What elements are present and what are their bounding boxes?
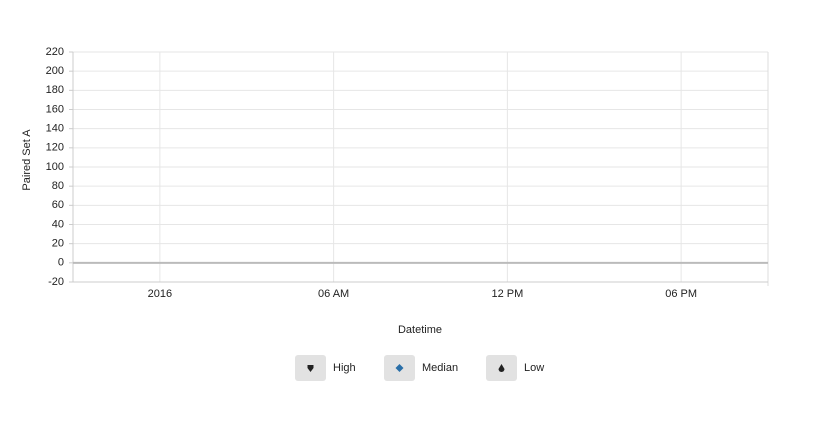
legend-label: High (333, 362, 356, 374)
y-tick-label: -20 (48, 276, 64, 288)
y-tick-label: 180 (46, 84, 64, 96)
legend-item[interactable]: Median (384, 355, 458, 381)
legend-item[interactable]: High (295, 355, 356, 381)
y-tick-label: 120 (46, 142, 64, 154)
legend-label: Low (524, 362, 544, 374)
y-tick-label: 140 (46, 123, 64, 135)
y-tick-label: 20 (52, 238, 64, 250)
x-tick-label: 06 AM (318, 288, 349, 300)
x-tick-label: 12 PM (491, 288, 523, 300)
y-tick-label: 0 (58, 257, 64, 269)
legend-item[interactable]: Low (486, 355, 544, 381)
legend-label: Median (422, 362, 458, 374)
y-tick-label: 200 (46, 65, 64, 77)
legend-marker (498, 364, 505, 372)
y-tick-label: 60 (52, 199, 64, 211)
y-tick-label: 40 (52, 218, 64, 230)
x-axis-label: Datetime (398, 324, 442, 336)
x-tick-label: 2016 (148, 288, 172, 300)
y-tick-label: 160 (46, 103, 64, 115)
y-tick-label: 220 (46, 46, 64, 58)
y-tick-label: 100 (46, 161, 64, 173)
y-axis-label: Paired Set A (21, 129, 33, 191)
y-tick-label: 80 (52, 180, 64, 192)
legend-marker (307, 365, 314, 372)
x-tick-label: 06 PM (665, 288, 697, 300)
legend-marker (395, 364, 404, 372)
